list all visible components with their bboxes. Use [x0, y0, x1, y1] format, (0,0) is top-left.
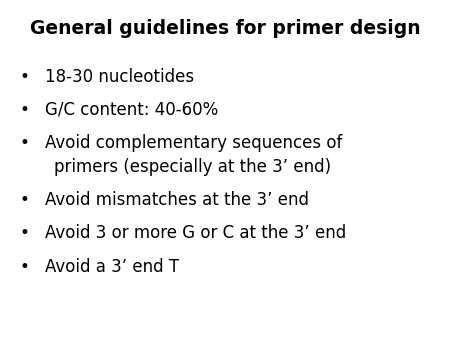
- Text: General guidelines for primer design: General guidelines for primer design: [30, 19, 420, 38]
- Text: •: •: [20, 68, 30, 86]
- Text: Avoid mismatches at the 3’ end: Avoid mismatches at the 3’ end: [45, 191, 309, 209]
- Text: •: •: [20, 258, 30, 275]
- Text: •: •: [20, 191, 30, 209]
- Text: •: •: [20, 101, 30, 119]
- Text: •: •: [20, 134, 30, 152]
- Text: Avoid complementary sequences of: Avoid complementary sequences of: [45, 134, 342, 152]
- Text: 18-30 nucleotides: 18-30 nucleotides: [45, 68, 194, 86]
- Text: •: •: [20, 224, 30, 242]
- Text: G/C content: 40-60%: G/C content: 40-60%: [45, 101, 218, 119]
- Text: Avoid 3 or more G or C at the 3’ end: Avoid 3 or more G or C at the 3’ end: [45, 224, 346, 242]
- Text: primers (especially at the 3’ end): primers (especially at the 3’ end): [54, 158, 331, 176]
- Text: Avoid a 3’ end T: Avoid a 3’ end T: [45, 258, 179, 275]
